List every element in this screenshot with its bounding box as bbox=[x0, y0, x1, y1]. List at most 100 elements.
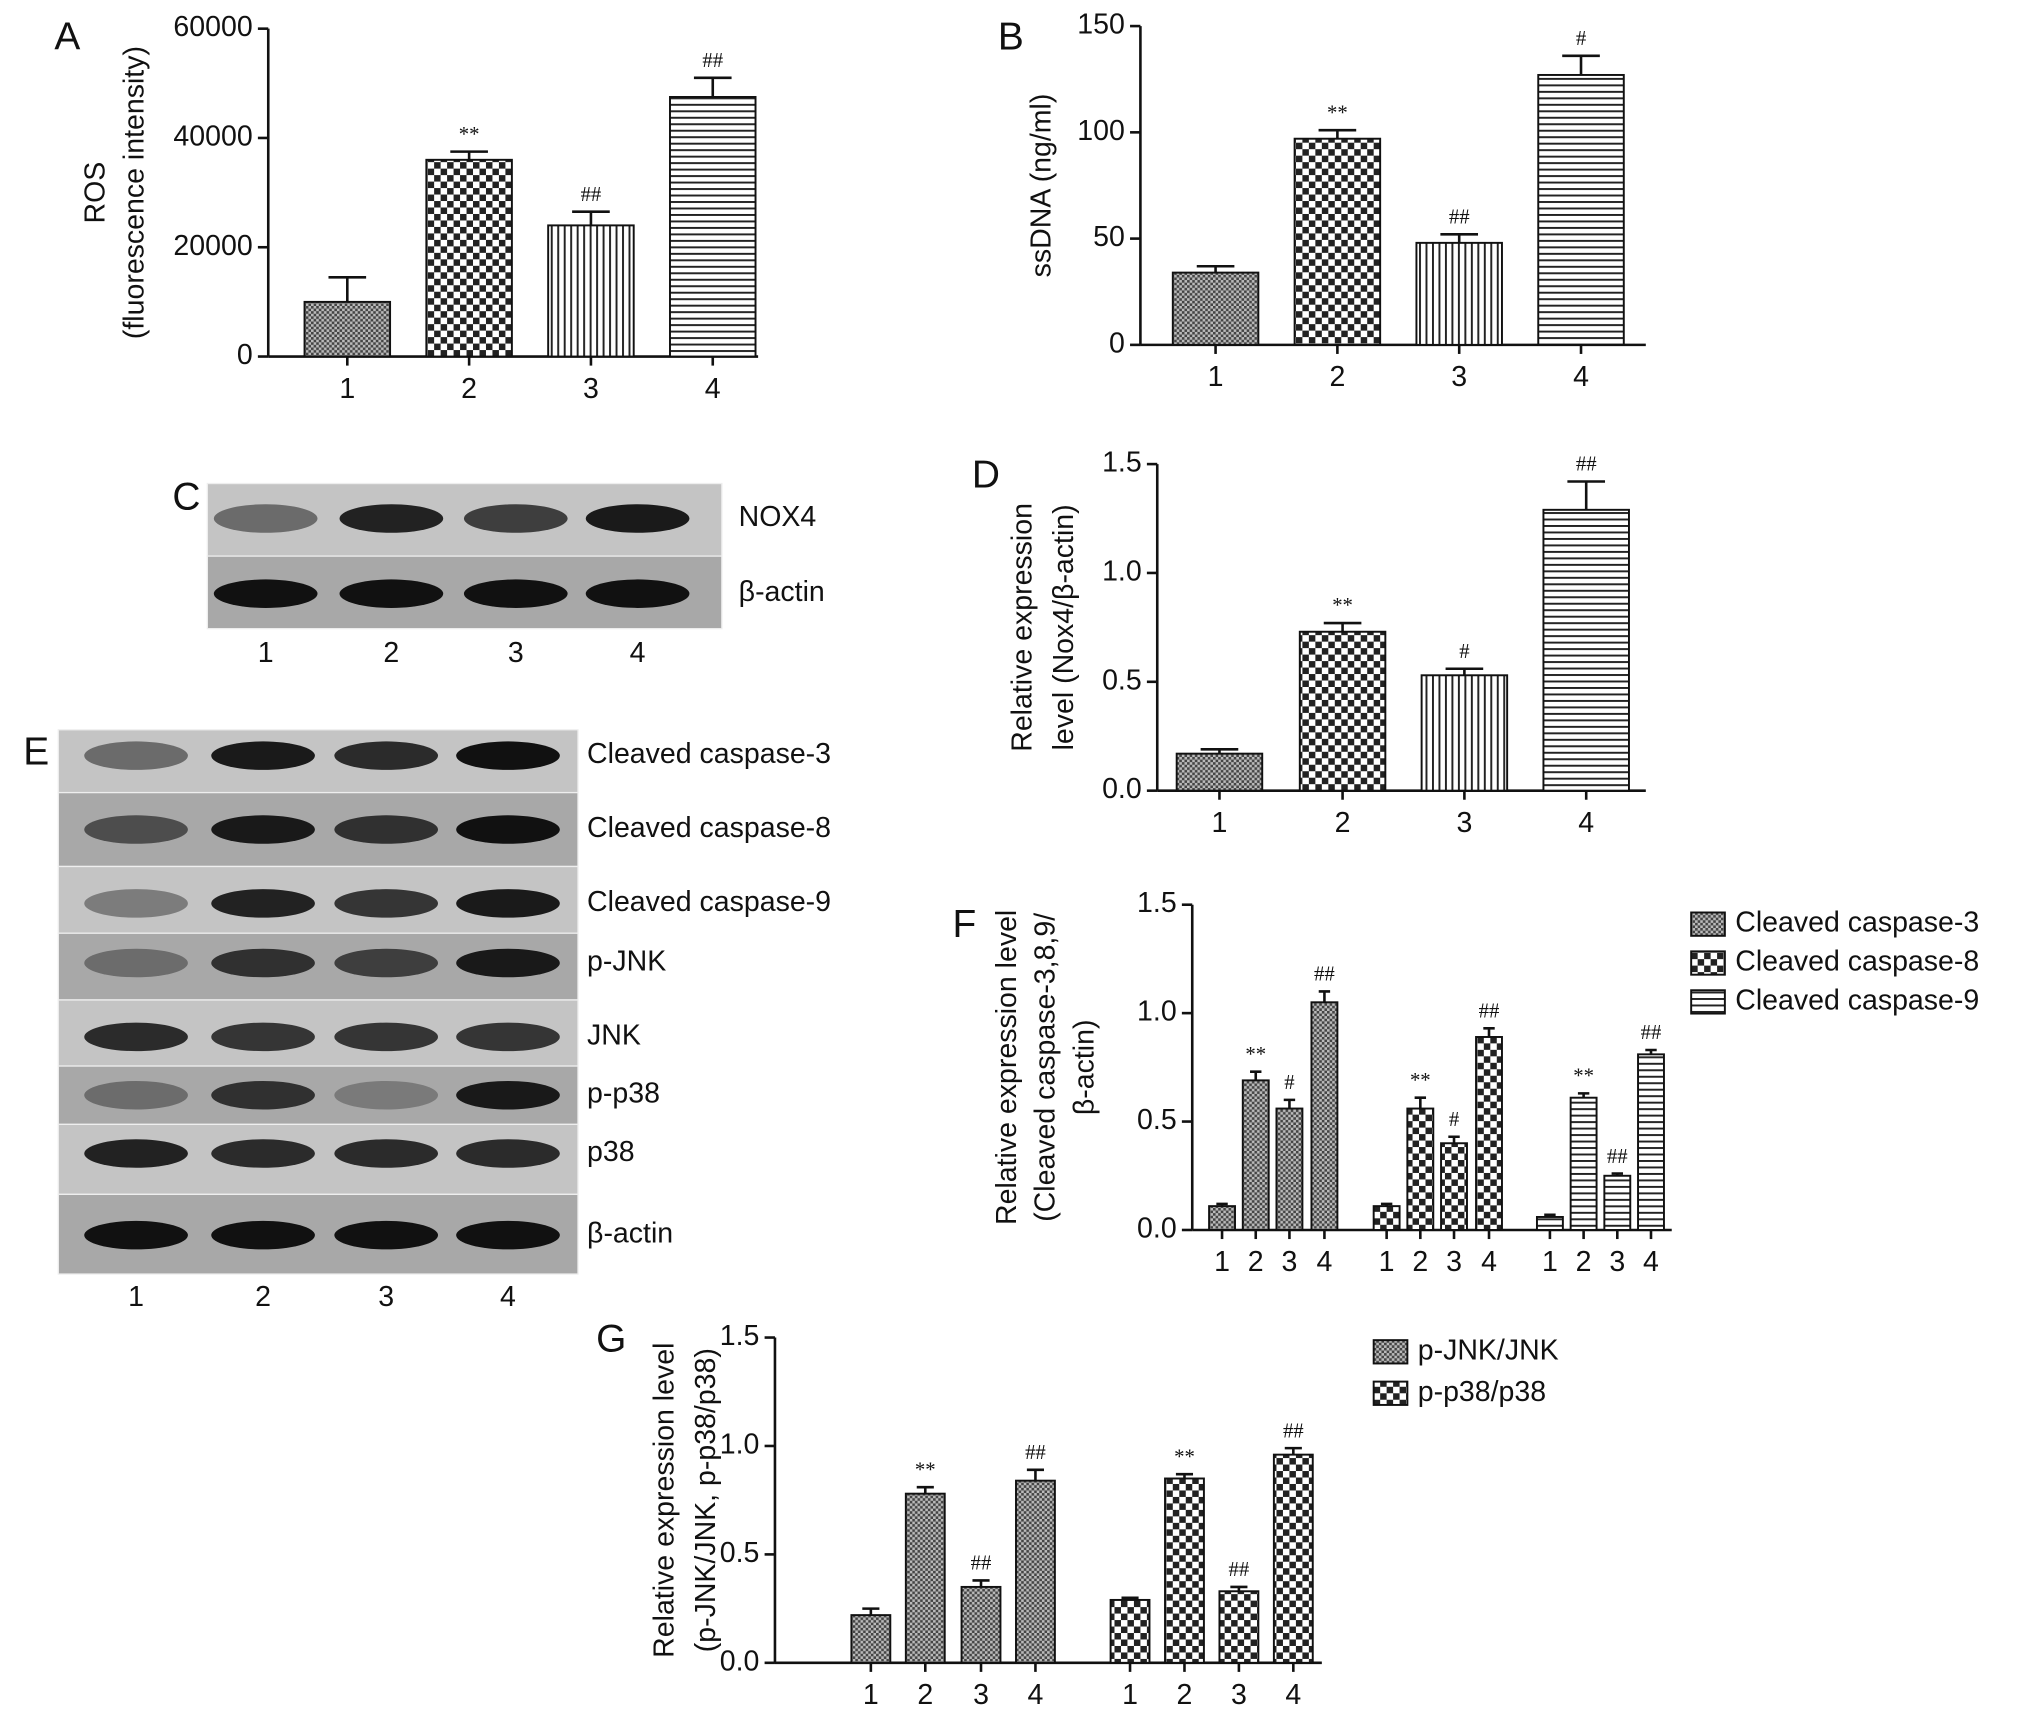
lane-label: 2 bbox=[383, 637, 399, 669]
x-tick-label: 2 bbox=[1329, 361, 1345, 393]
blot-band bbox=[213, 504, 318, 533]
x-tick-label: 3 bbox=[1609, 1246, 1625, 1278]
y-tick-label: 60000 bbox=[173, 11, 252, 43]
error-bar bbox=[1284, 1446, 1302, 1455]
panel-letter: G bbox=[596, 1318, 626, 1361]
bar bbox=[1475, 1036, 1503, 1231]
significance-label: ** bbox=[915, 1459, 936, 1481]
blot-band bbox=[463, 579, 568, 608]
error-bar bbox=[572, 210, 610, 226]
error-bar bbox=[1448, 1135, 1460, 1144]
panel-letter: B bbox=[998, 15, 1024, 58]
significance-label: ** bbox=[1410, 1070, 1431, 1092]
legend-label: Cleaved caspase-9 bbox=[1735, 984, 1979, 1016]
x-tick-label: 1 bbox=[1208, 361, 1224, 393]
panel-letter: A bbox=[54, 15, 80, 58]
bar bbox=[1218, 1590, 1260, 1664]
blot-band bbox=[334, 815, 439, 844]
bar bbox=[1275, 1107, 1304, 1231]
error-bar bbox=[972, 1579, 990, 1587]
blot-band bbox=[84, 1220, 188, 1250]
y-tick-label: 0.0 bbox=[720, 1645, 760, 1677]
error-bar bbox=[1318, 128, 1357, 139]
blot-band bbox=[339, 579, 444, 608]
significance-label: ## bbox=[702, 50, 723, 72]
significance-label: ## bbox=[971, 1553, 992, 1575]
legend-label: p-JNK/JNK bbox=[1418, 1334, 1559, 1366]
x-tick-label: 1 bbox=[1212, 807, 1228, 839]
error-bar bbox=[1611, 1172, 1624, 1176]
error-bar bbox=[1175, 1472, 1194, 1479]
y-tick-label: 1.5 bbox=[1137, 887, 1177, 919]
blot-band bbox=[211, 1080, 315, 1110]
blot-band bbox=[84, 889, 188, 918]
blot-band bbox=[456, 741, 560, 770]
blot-band bbox=[84, 1080, 188, 1110]
band-label: p-JNK bbox=[587, 946, 666, 978]
bar bbox=[1310, 1001, 1339, 1231]
significance-label: ## bbox=[581, 184, 602, 206]
bar bbox=[547, 224, 635, 358]
significance-label: # bbox=[1284, 1072, 1294, 1094]
blot-band bbox=[211, 889, 315, 918]
legend-label: p-p38/p38 bbox=[1418, 1376, 1546, 1408]
x-tick-label: 1 bbox=[863, 1679, 879, 1711]
significance-label: ## bbox=[1607, 1146, 1628, 1168]
bar bbox=[303, 300, 392, 358]
error-bar bbox=[862, 1607, 880, 1616]
x-tick-label: 4 bbox=[1643, 1246, 1659, 1278]
x-tick-label: 4 bbox=[1481, 1246, 1497, 1278]
error-bar bbox=[1645, 1048, 1657, 1055]
significance-label: ** bbox=[1327, 102, 1348, 124]
error-bar bbox=[1483, 1027, 1495, 1037]
significance-label: # bbox=[1576, 28, 1586, 50]
bar bbox=[1272, 1453, 1314, 1664]
error-bar bbox=[1196, 264, 1235, 273]
blot-band bbox=[334, 1080, 439, 1110]
error-bar bbox=[1026, 1468, 1044, 1481]
error-bar bbox=[1567, 480, 1606, 510]
lane-label: 3 bbox=[378, 1281, 394, 1313]
y-tick-label: 1.0 bbox=[1137, 996, 1177, 1028]
y-axis-label: ROS bbox=[80, 162, 112, 224]
bar bbox=[1175, 752, 1264, 792]
lane-label: 4 bbox=[500, 1281, 516, 1313]
error-bar bbox=[1250, 1070, 1262, 1081]
blot-band bbox=[585, 504, 690, 533]
x-tick-label: 4 bbox=[705, 373, 721, 405]
blot-band bbox=[211, 1022, 315, 1052]
error-bar bbox=[1230, 1585, 1248, 1592]
blot-band bbox=[456, 1139, 560, 1168]
bar bbox=[1298, 630, 1387, 792]
error-bar bbox=[1200, 748, 1239, 754]
error-bar bbox=[450, 150, 488, 160]
y-axis-label: (fluorescence intensity) bbox=[119, 46, 151, 339]
x-tick-label: 4 bbox=[1028, 1679, 1044, 1711]
x-tick-label: 3 bbox=[583, 373, 599, 405]
bar bbox=[1603, 1174, 1632, 1231]
x-tick-label: 1 bbox=[1379, 1246, 1395, 1278]
x-tick-label: 3 bbox=[1282, 1246, 1298, 1278]
bar bbox=[1293, 137, 1382, 346]
blot-band bbox=[334, 889, 439, 918]
blot-band bbox=[211, 948, 315, 978]
band-label: JNK bbox=[587, 1019, 641, 1051]
significance-label: ## bbox=[1641, 1022, 1662, 1044]
bar bbox=[1208, 1205, 1236, 1231]
lane-label: 4 bbox=[630, 637, 646, 669]
blot-band bbox=[463, 504, 568, 533]
panel-letter: C bbox=[172, 475, 200, 518]
y-tick-label: 0.0 bbox=[1102, 773, 1142, 805]
blot-band bbox=[84, 948, 188, 978]
legend-label: Cleaved caspase-8 bbox=[1735, 946, 1979, 978]
y-tick-label: 0 bbox=[237, 339, 253, 371]
bar bbox=[1637, 1053, 1665, 1231]
legend-swatch bbox=[1372, 1339, 1409, 1365]
blot-band bbox=[211, 1220, 315, 1250]
error-bar bbox=[1577, 1092, 1590, 1098]
y-tick-label: 0.5 bbox=[720, 1537, 760, 1569]
significance-label: ** bbox=[1332, 595, 1353, 617]
y-axis-label: level (Nox4/β-actin) bbox=[1048, 504, 1080, 750]
band-label: Cleaved caspase-9 bbox=[587, 886, 831, 918]
